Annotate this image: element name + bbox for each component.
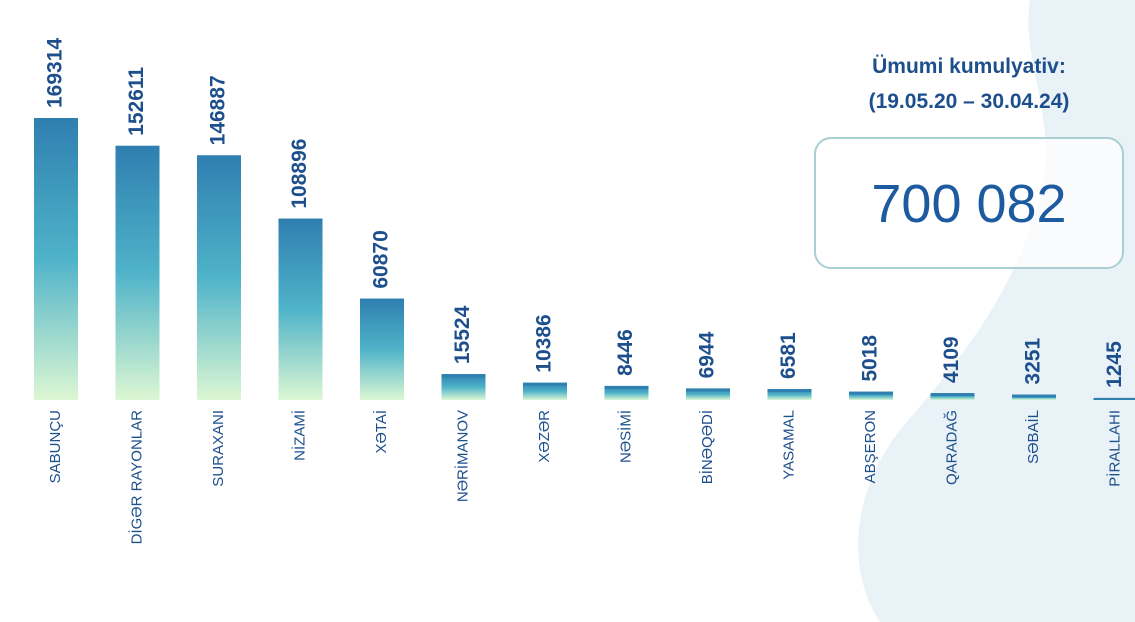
total-value: 700 082 bbox=[871, 174, 1066, 234]
category-label: NƏRİMANOV bbox=[453, 410, 471, 502]
value-label: 108896 bbox=[288, 139, 311, 209]
category-label: XƏZƏR bbox=[536, 410, 553, 463]
category-label: YASAMAL bbox=[780, 410, 797, 480]
category-label: QARADAĞ bbox=[943, 410, 960, 485]
total-box bbox=[814, 137, 1124, 269]
bar bbox=[686, 388, 730, 400]
bar-top bbox=[360, 298, 404, 302]
value-label: 146887 bbox=[207, 75, 230, 145]
category-label: BİNƏQƏDİ bbox=[698, 410, 716, 484]
bar bbox=[34, 118, 78, 400]
value-label: 10386 bbox=[533, 314, 556, 372]
value-label: 6581 bbox=[777, 332, 800, 379]
category-label: DİGƏR RAYONLAR bbox=[127, 410, 145, 545]
bar-top bbox=[34, 118, 78, 121]
bar bbox=[278, 218, 323, 400]
category-label: NƏSİMİ bbox=[616, 410, 634, 463]
bar-top bbox=[1012, 394, 1056, 398]
value-label: 15524 bbox=[451, 305, 474, 364]
bar-top bbox=[686, 388, 730, 392]
bar-top bbox=[604, 385, 649, 389]
value-label: 169314 bbox=[44, 38, 67, 108]
bar-top bbox=[278, 218, 323, 222]
value-label: 4109 bbox=[940, 336, 963, 383]
value-label: 5018 bbox=[859, 335, 882, 382]
bar bbox=[441, 374, 486, 400]
annotation-period: (19.05.20 – 30.04.24) bbox=[869, 90, 1070, 113]
category-label: XƏTAİ bbox=[372, 410, 390, 454]
bar-top bbox=[767, 389, 812, 393]
value-label: 3251 bbox=[1022, 338, 1045, 385]
bar bbox=[523, 382, 567, 400]
bar bbox=[849, 391, 893, 400]
value-label: 6944 bbox=[696, 331, 719, 378]
annotation-title: Ümumi kumulyativ: bbox=[872, 55, 1066, 78]
bar bbox=[604, 385, 649, 400]
bar bbox=[115, 145, 160, 400]
bar bbox=[930, 393, 975, 400]
value-label: 1245 bbox=[1103, 341, 1126, 388]
category-label: ABŞERON bbox=[862, 410, 879, 483]
bar-top bbox=[849, 391, 893, 395]
bar-top bbox=[197, 155, 241, 159]
bar-top bbox=[930, 393, 975, 397]
bar-top bbox=[441, 374, 486, 378]
bar-top bbox=[1093, 397, 1135, 400]
value-label: 152611 bbox=[125, 67, 148, 136]
category-label: PİRALLAHI bbox=[1105, 410, 1123, 487]
value-label: 8446 bbox=[614, 329, 637, 376]
bar bbox=[767, 389, 812, 400]
category-label: SƏBAİL bbox=[1024, 410, 1042, 464]
category-label: SURAXANI bbox=[210, 410, 227, 487]
value-label: 60870 bbox=[370, 230, 393, 288]
bar bbox=[197, 155, 241, 400]
category-label: NİZAMİ bbox=[290, 410, 308, 461]
bar-top bbox=[523, 382, 567, 386]
bar bbox=[360, 298, 404, 400]
category-label: SABUNÇU bbox=[47, 410, 64, 483]
bar-top bbox=[115, 145, 160, 149]
